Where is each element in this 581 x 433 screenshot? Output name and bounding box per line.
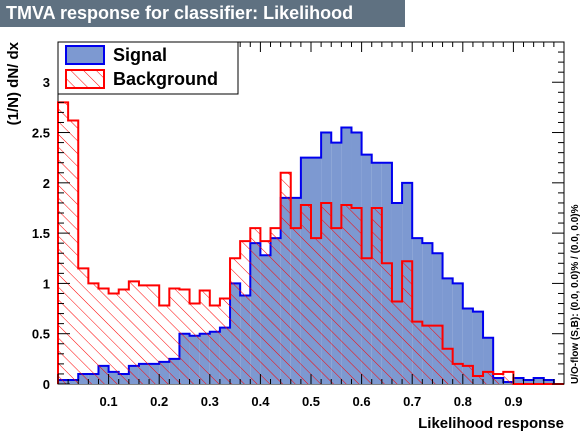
legend-signal-swatch <box>65 45 105 65</box>
x-tick-label: 0.7 <box>403 394 421 409</box>
background-bin <box>98 288 109 384</box>
background-bin <box>462 365 473 384</box>
background-bin <box>371 207 382 384</box>
y-tick-label: 2 <box>43 176 50 191</box>
background-bin <box>300 204 311 384</box>
x-tick-label: 0.3 <box>201 394 219 409</box>
y-axis-title: (1/N) dN/ dx <box>5 41 22 125</box>
background-bin <box>159 305 170 384</box>
signal-bin <box>422 243 433 384</box>
chart-title: TMVA response for classifier: Likelihood <box>0 0 405 27</box>
background-bin <box>209 305 220 384</box>
overflow-note: U/O-flow (S,B): (0.0, 0.0)% / (0.0, 0.0)… <box>570 204 581 384</box>
background-bin <box>78 268 89 384</box>
signal-bin <box>442 278 453 384</box>
legend-signal-label: Signal <box>113 45 167 65</box>
background-bin <box>483 371 494 384</box>
background-bin <box>219 298 231 384</box>
background-bin <box>138 285 150 384</box>
y-tick-label: 3 <box>43 75 50 90</box>
x-tick-label: 0.2 <box>150 394 168 409</box>
background-bin <box>341 204 352 384</box>
background-bin <box>270 228 281 384</box>
background-bin <box>88 283 99 384</box>
signal-bin <box>432 253 443 384</box>
background-bin <box>230 258 241 384</box>
y-tick-label: 0 <box>43 377 50 392</box>
signal-bin <box>543 379 554 384</box>
background-bin <box>402 261 413 384</box>
background-bin <box>361 258 372 384</box>
background-bin <box>442 348 453 384</box>
background-bin <box>128 281 139 384</box>
background-bin <box>169 288 180 384</box>
background-outline <box>57 101 564 385</box>
background-bin <box>452 363 463 384</box>
background-bin <box>351 207 362 384</box>
signal-bin <box>513 377 524 384</box>
background-bin <box>381 263 392 384</box>
background-bin <box>412 321 423 384</box>
signal-bin <box>462 308 473 384</box>
x-tick-label: 0.9 <box>504 394 522 409</box>
background-bin <box>432 325 443 384</box>
legend: Signal Background <box>57 41 239 95</box>
background-bin <box>240 241 251 384</box>
background-bin <box>280 172 291 384</box>
background-bin <box>321 202 332 384</box>
background-bin <box>493 373 504 384</box>
x-tick-label: 0.4 <box>251 394 270 409</box>
background-bin <box>108 293 119 384</box>
y-tick-label: 2.5 <box>32 126 50 141</box>
signal-bin <box>472 311 484 384</box>
background-bin <box>422 325 433 384</box>
signal-bin <box>391 202 403 384</box>
legend-background-swatch <box>65 69 105 89</box>
background-bin <box>250 228 261 384</box>
background-bin <box>118 289 129 384</box>
signal-bin <box>483 337 494 384</box>
signal-bin <box>412 238 423 384</box>
x-tick-label: 0.8 <box>454 394 472 409</box>
background-bin <box>331 228 342 384</box>
background-bin <box>472 375 484 384</box>
y-tick-label: 0.5 <box>32 327 50 342</box>
signal-bin <box>533 377 544 384</box>
signal-bin <box>523 379 534 384</box>
background-bin <box>260 241 271 384</box>
signal-bin <box>452 283 463 384</box>
background-bin <box>189 303 200 384</box>
background-bin <box>199 290 210 384</box>
x-tick-label: 0.1 <box>100 394 118 409</box>
x-axis: 0.1 0.2 0.3 0.4 0.5 0.6 0.7 0.8 0.9 <box>57 42 565 409</box>
background-bin <box>68 120 79 384</box>
legend-background-label: Background <box>113 69 218 89</box>
background-bin <box>391 301 403 384</box>
background-series <box>57 101 564 385</box>
y-tick-label: 1 <box>43 276 50 291</box>
background-bin <box>311 238 322 384</box>
y-tick-label: 1.5 <box>32 226 50 241</box>
background-bin <box>179 289 190 384</box>
background-bin <box>149 285 160 384</box>
background-bin <box>503 371 514 384</box>
x-tick-label: 0.6 <box>353 394 371 409</box>
x-tick-label: 0.5 <box>302 394 320 409</box>
x-axis-title: Likelihood response <box>418 415 564 432</box>
background-bin <box>290 228 301 384</box>
